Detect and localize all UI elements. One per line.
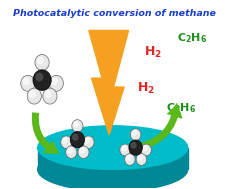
Ellipse shape xyxy=(38,148,188,189)
Text: $\mathbf{H_2}$: $\mathbf{H_2}$ xyxy=(144,45,162,60)
Circle shape xyxy=(126,156,131,160)
Circle shape xyxy=(72,120,83,132)
Circle shape xyxy=(21,75,35,91)
Circle shape xyxy=(70,132,85,148)
Circle shape xyxy=(122,146,126,151)
Circle shape xyxy=(61,136,72,148)
Circle shape xyxy=(78,146,89,158)
Circle shape xyxy=(141,144,151,156)
Circle shape xyxy=(68,148,72,153)
Circle shape xyxy=(120,144,130,156)
Circle shape xyxy=(38,57,43,64)
FancyArrowPatch shape xyxy=(32,112,60,154)
Circle shape xyxy=(80,148,84,153)
Text: Photocatalytic conversion of methane: Photocatalytic conversion of methane xyxy=(13,9,216,18)
Circle shape xyxy=(43,88,57,104)
Circle shape xyxy=(30,91,35,97)
Polygon shape xyxy=(89,30,128,135)
Ellipse shape xyxy=(38,126,188,170)
Circle shape xyxy=(130,129,141,140)
Circle shape xyxy=(33,70,51,90)
Circle shape xyxy=(66,146,77,158)
Circle shape xyxy=(85,138,89,143)
Circle shape xyxy=(35,55,49,70)
Text: $\mathbf{C_2H_6}$: $\mathbf{C_2H_6}$ xyxy=(166,101,196,115)
Circle shape xyxy=(63,138,67,143)
Circle shape xyxy=(23,78,29,84)
Polygon shape xyxy=(38,148,188,170)
Circle shape xyxy=(73,134,78,140)
Circle shape xyxy=(136,153,147,165)
Circle shape xyxy=(129,140,142,155)
Text: $\mathbf{C_2H_6}$: $\mathbf{C_2H_6}$ xyxy=(177,32,207,45)
Circle shape xyxy=(125,153,135,165)
Circle shape xyxy=(36,74,43,81)
Circle shape xyxy=(45,91,51,97)
Circle shape xyxy=(27,88,41,104)
Circle shape xyxy=(143,146,147,151)
Circle shape xyxy=(74,122,78,127)
Circle shape xyxy=(52,78,57,84)
Circle shape xyxy=(132,131,136,136)
Circle shape xyxy=(138,156,142,160)
Text: $\mathbf{H_2}$: $\mathbf{H_2}$ xyxy=(137,81,155,96)
Circle shape xyxy=(131,143,136,148)
FancyArrowPatch shape xyxy=(138,103,182,150)
Circle shape xyxy=(49,75,63,91)
Circle shape xyxy=(83,136,94,148)
